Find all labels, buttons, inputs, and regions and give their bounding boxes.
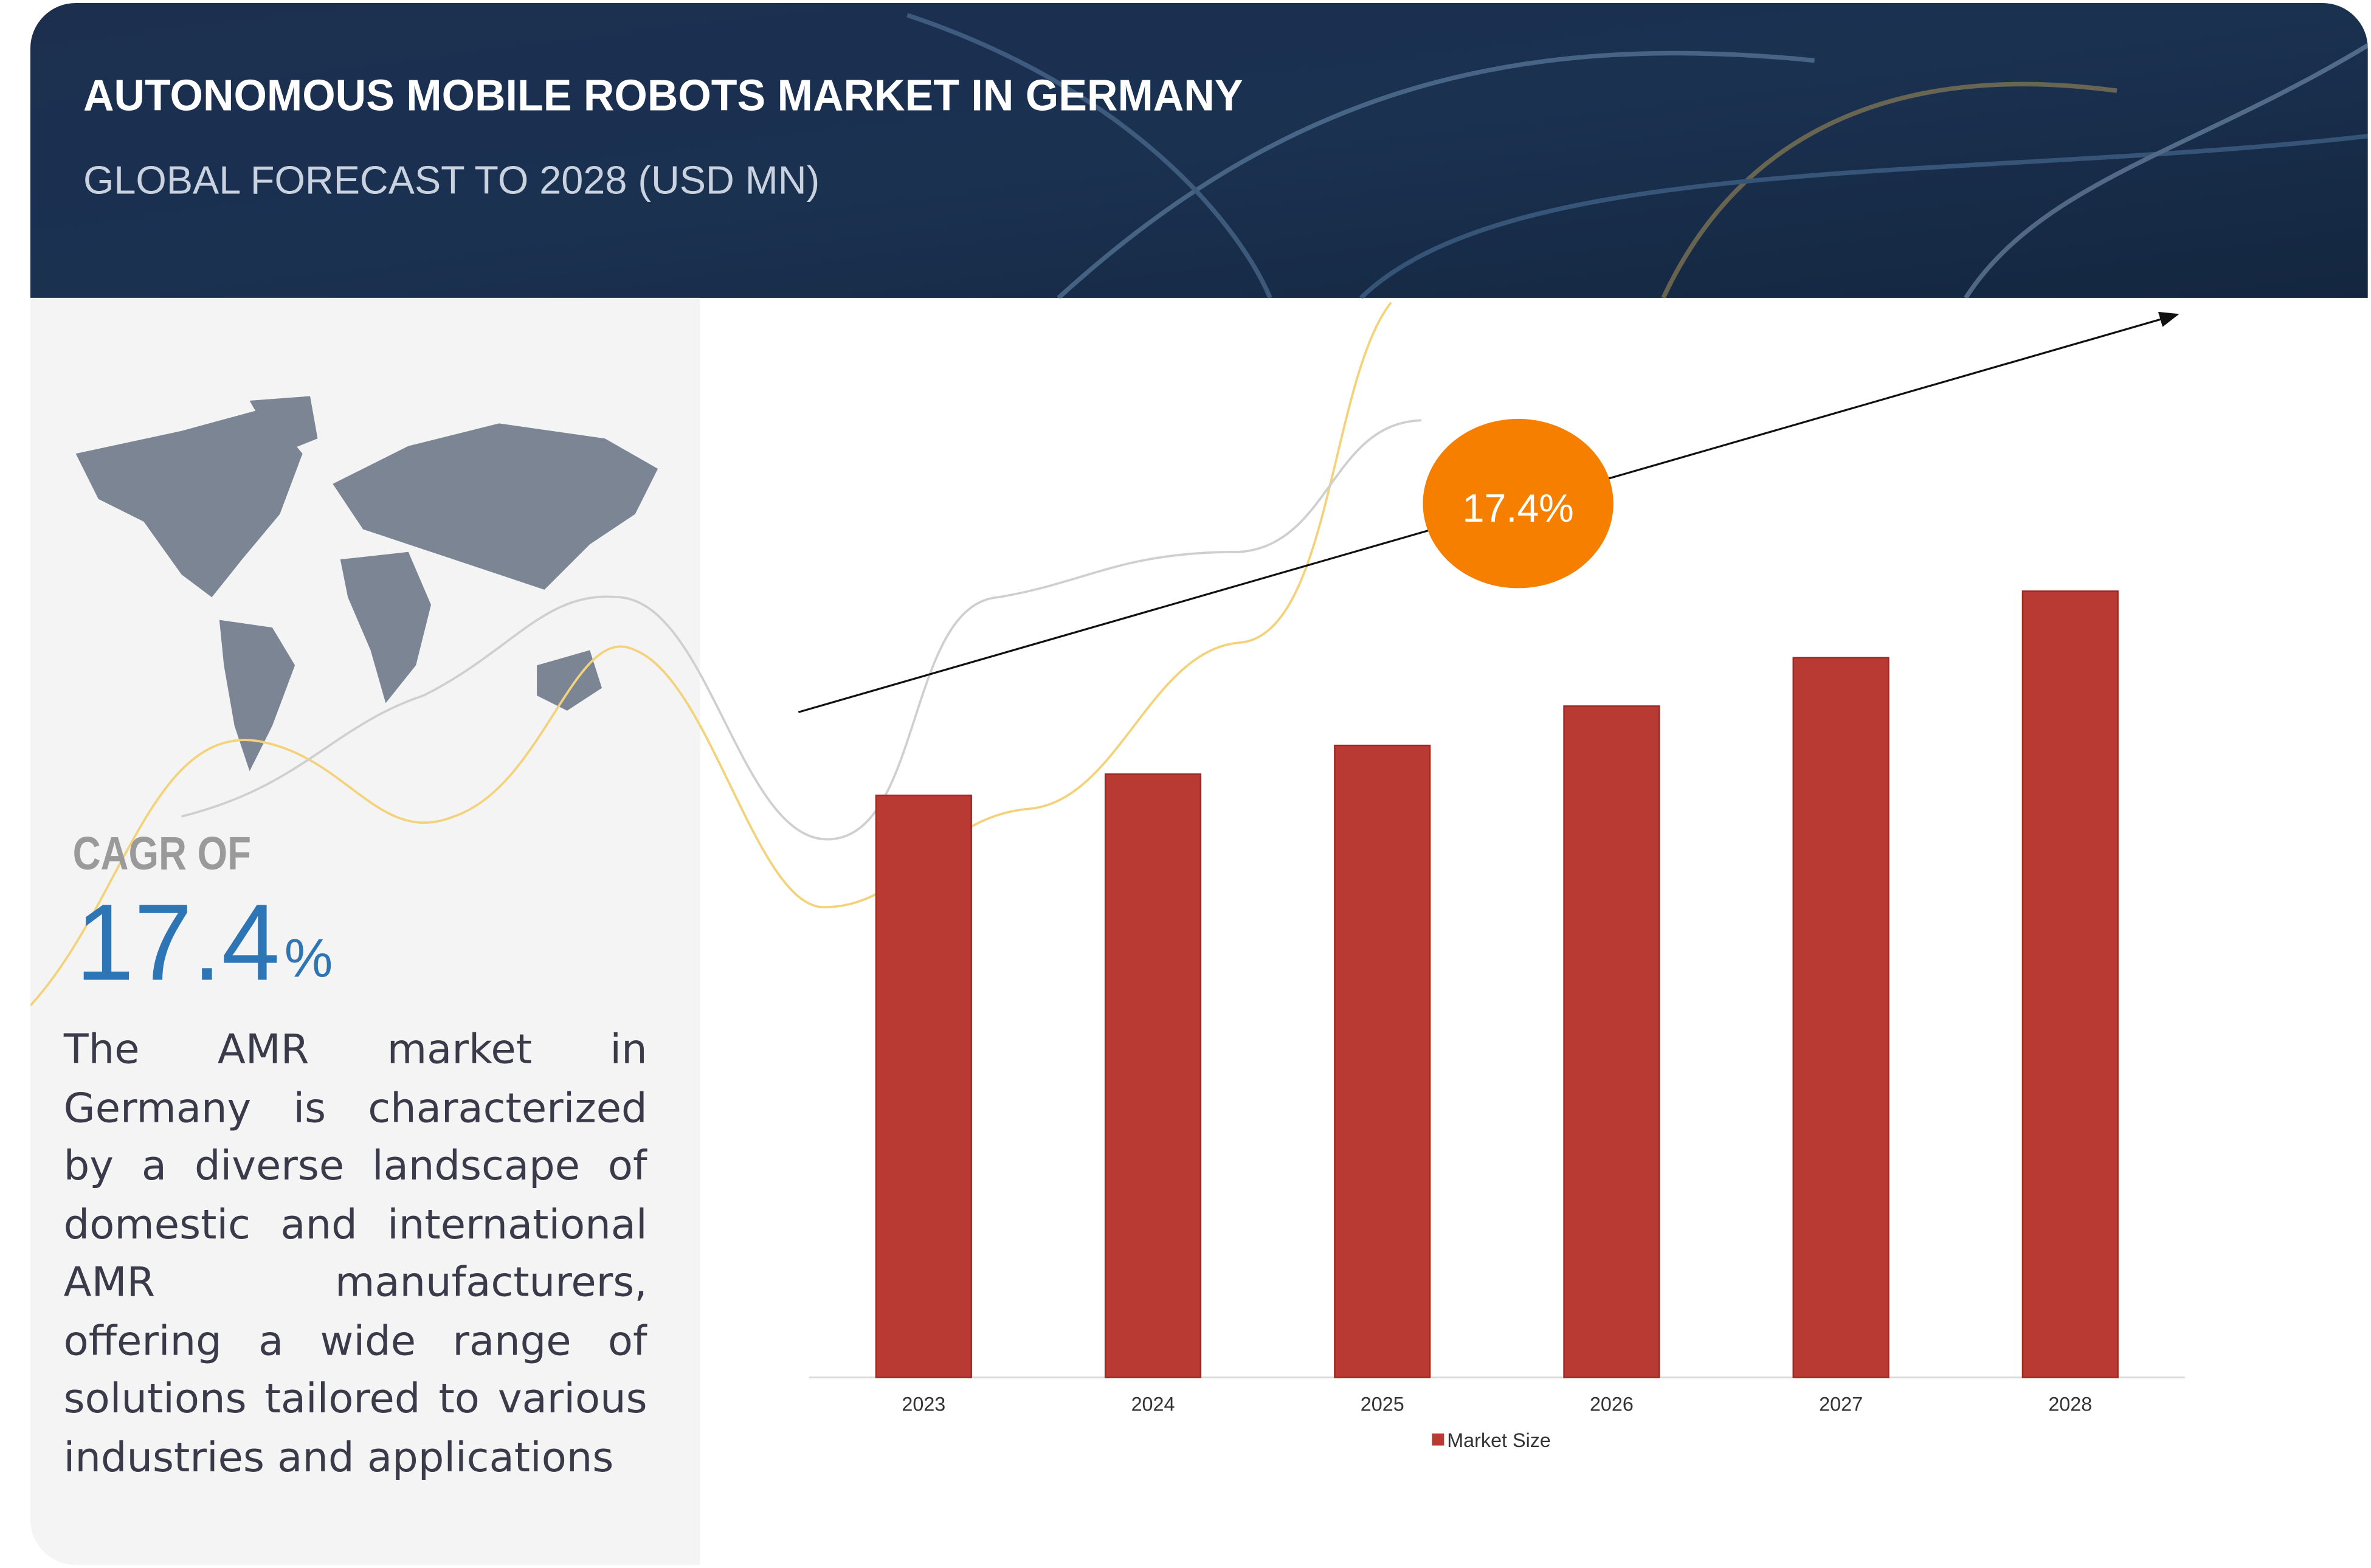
legend-swatch [1432, 1433, 1444, 1446]
bar [2021, 590, 2119, 1378]
card [30, 2, 2368, 1566]
bar [1563, 705, 1660, 1378]
cagr-unit: % [285, 928, 333, 989]
bar [1334, 744, 1431, 1378]
subtitle: GLOBAL FORECAST TO 2028 (USD MN) [83, 157, 820, 202]
bar [875, 794, 972, 1378]
x-tick-label: 2024 [1131, 1393, 1175, 1415]
title: AUTONOMOUS MOBILE ROBOTS MARKET IN GERMA… [83, 72, 1243, 120]
world-map [75, 396, 658, 772]
bar [1792, 657, 1890, 1378]
description: The AMR market in Germany is characteriz… [63, 1026, 647, 1481]
cagr-badge [1423, 418, 1613, 589]
x-tick-label: 2025 [1361, 1393, 1404, 1415]
cagr-value: 17.4 [76, 882, 280, 1003]
decor-curve [30, 302, 1392, 1007]
x-tick-label: 2023 [902, 1393, 945, 1415]
header-bg [30, 2, 2368, 298]
legend-label: Market Size [1447, 1429, 1551, 1451]
header-decor [906, 13, 2368, 300]
cagr-label: CAGR OF [73, 827, 251, 880]
chart: Market Size 2023 2024 2025 2026 2027 2028 [809, 590, 2185, 1451]
x-tick-label: 2027 [1819, 1393, 1863, 1415]
bar [1104, 773, 1202, 1378]
x-tick-label: 2028 [2048, 1393, 2092, 1415]
description-box: The AMR market in Germany is characteriz… [63, 1026, 647, 1481]
decor-curve [181, 419, 1422, 841]
cagr-badge-text: 17.4% [1462, 486, 1573, 530]
x-tick-label: 2026 [1590, 1393, 1634, 1415]
